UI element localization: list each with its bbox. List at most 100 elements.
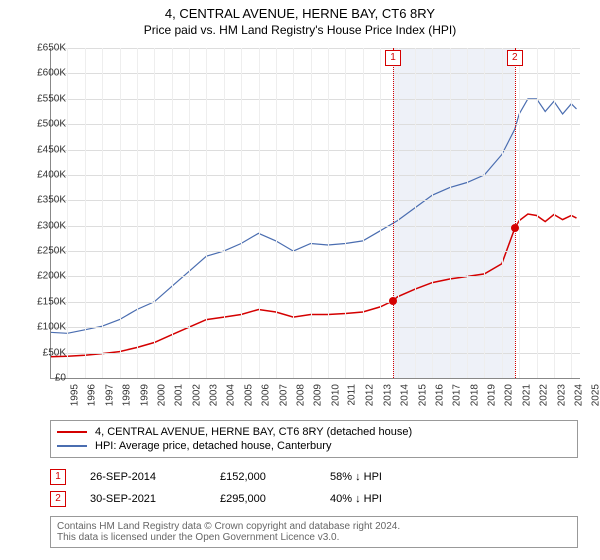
x-tick-label: 2004	[226, 384, 237, 406]
x-tick-label: 2010	[330, 384, 341, 406]
grid-line	[102, 48, 103, 378]
grid-line	[363, 48, 364, 378]
legend-label: HPI: Average price, detached house, Cant…	[95, 440, 331, 452]
y-tick-label: £350K	[22, 195, 66, 206]
grid-line	[120, 48, 121, 378]
reference-line	[393, 48, 394, 378]
y-tick-label: £150K	[22, 296, 66, 307]
y-tick-label: £650K	[22, 43, 66, 54]
footnote-line: This data is licensed under the Open Gov…	[57, 532, 571, 543]
x-tick-label: 2011	[347, 384, 358, 406]
y-tick-label: £50K	[22, 347, 66, 358]
legend-label: 4, CENTRAL AVENUE, HERNE BAY, CT6 8RY (d…	[95, 426, 412, 438]
x-tick-label: 2001	[174, 384, 185, 406]
grid-line	[345, 48, 346, 378]
y-tick-label: £200K	[22, 271, 66, 282]
reference-line	[515, 48, 516, 378]
grid-line	[276, 48, 277, 378]
grid-line	[50, 251, 580, 252]
x-tick-label: 2003	[208, 384, 219, 406]
grid-line	[154, 48, 155, 378]
x-tick-label: 2005	[243, 384, 254, 406]
sale-point	[389, 297, 397, 305]
x-tick-label: 2006	[260, 384, 271, 406]
x-tick-label: 1997	[104, 384, 115, 406]
grid-line	[50, 99, 580, 100]
sale-diff: 40% ↓ HPI	[330, 493, 450, 505]
grid-line	[137, 48, 138, 378]
x-tick-label: 2002	[191, 384, 202, 406]
grid-line	[50, 150, 580, 151]
x-tick-label: 1996	[87, 384, 98, 406]
x-tick-label: 2018	[469, 384, 480, 406]
legend: 4, CENTRAL AVENUE, HERNE BAY, CT6 8RY (d…	[50, 420, 578, 458]
reference-marker: 1	[385, 50, 401, 66]
x-tick-label: 2000	[156, 384, 167, 406]
grid-line	[467, 48, 468, 378]
y-tick-label: £300K	[22, 220, 66, 231]
x-tick-label: 2023	[556, 384, 567, 406]
legend-swatch	[57, 431, 87, 433]
sale-row: 126-SEP-2014£152,00058% ↓ HPI	[50, 466, 450, 488]
x-tick-label: 2021	[521, 384, 532, 406]
legend-item: 4, CENTRAL AVENUE, HERNE BAY, CT6 8RY (d…	[57, 425, 571, 439]
y-tick-label: £500K	[22, 119, 66, 130]
grid-line	[172, 48, 173, 378]
chart-subtitle: Price paid vs. HM Land Registry's House …	[0, 21, 600, 41]
x-tick-label: 2008	[295, 384, 306, 406]
x-tick-label: 1995	[69, 384, 80, 406]
x-tick-label: 2019	[486, 384, 497, 406]
grid-line	[328, 48, 329, 378]
grid-line	[415, 48, 416, 378]
legend-item: HPI: Average price, detached house, Cant…	[57, 439, 571, 453]
grid-line	[380, 48, 381, 378]
x-tick-label: 2012	[365, 384, 376, 406]
grid-line	[450, 48, 451, 378]
chart-container: 4, CENTRAL AVENUE, HERNE BAY, CT6 8RY Pr…	[0, 0, 600, 560]
y-tick-label: £450K	[22, 144, 66, 155]
plot-area: 12	[50, 48, 580, 378]
sales-table: 126-SEP-2014£152,00058% ↓ HPI230-SEP-202…	[50, 466, 450, 510]
x-tick-label: 2015	[417, 384, 428, 406]
footnote-line: Contains HM Land Registry data © Crown c…	[57, 521, 571, 532]
grid-line	[259, 48, 260, 378]
x-tick-label: 2017	[452, 384, 463, 406]
series-hpi	[50, 99, 577, 333]
grid-line	[50, 48, 580, 49]
grid-line	[85, 48, 86, 378]
x-tick-label: 2009	[313, 384, 324, 406]
chart-svg	[50, 48, 580, 378]
sale-price: £295,000	[220, 493, 330, 505]
series-property	[50, 214, 577, 357]
x-tick-label: 2014	[399, 384, 410, 406]
grid-line	[50, 302, 580, 303]
chart-title: 4, CENTRAL AVENUE, HERNE BAY, CT6 8RY	[0, 0, 600, 21]
grid-line	[484, 48, 485, 378]
grid-line	[571, 48, 572, 378]
y-tick-label: £400K	[22, 169, 66, 180]
x-tick-label: 2016	[434, 384, 445, 406]
grid-line	[50, 353, 580, 354]
grid-line	[67, 48, 68, 378]
sale-point	[511, 224, 519, 232]
grid-line	[554, 48, 555, 378]
grid-line	[206, 48, 207, 378]
sale-number-badge: 1	[50, 469, 66, 485]
grid-line	[502, 48, 503, 378]
grid-line	[293, 48, 294, 378]
sale-date: 30-SEP-2021	[90, 493, 220, 505]
grid-line	[241, 48, 242, 378]
legend-swatch	[57, 445, 87, 447]
footnote: Contains HM Land Registry data © Crown c…	[50, 516, 578, 548]
grid-line	[519, 48, 520, 378]
x-tick-label: 2025	[591, 384, 600, 406]
grid-line	[398, 48, 399, 378]
grid-line	[50, 327, 580, 328]
grid-line	[50, 276, 580, 277]
x-tick-label: 2024	[573, 384, 584, 406]
y-tick-label: £100K	[22, 322, 66, 333]
x-tick-label: 2022	[538, 384, 549, 406]
y-tick-label: £0	[22, 373, 66, 384]
x-tick-label: 2020	[504, 384, 515, 406]
sale-diff: 58% ↓ HPI	[330, 471, 450, 483]
